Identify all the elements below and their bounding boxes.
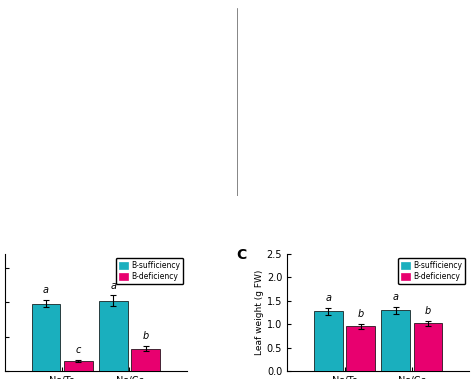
Text: Ns/Cc: Ns/Cc xyxy=(325,174,353,185)
Text: Ns/To: Ns/To xyxy=(96,174,122,185)
Text: a: a xyxy=(392,292,399,302)
Text: c: c xyxy=(76,345,81,355)
Text: B-deficiency: B-deficiency xyxy=(367,21,414,30)
Text: B-sufficiency: B-sufficiency xyxy=(268,21,317,30)
Text: a: a xyxy=(110,280,116,291)
Legend: B-sufficiency, B-deficiency: B-sufficiency, B-deficiency xyxy=(116,258,183,284)
Bar xyxy=(314,311,343,371)
Text: b: b xyxy=(143,331,149,341)
Bar xyxy=(381,310,410,371)
Bar xyxy=(64,361,93,371)
Text: B-sufficiency: B-sufficiency xyxy=(36,21,85,30)
Text: a: a xyxy=(325,293,331,303)
Bar xyxy=(32,304,60,371)
Text: C: C xyxy=(236,248,246,262)
Y-axis label: Leaf weight (g FW): Leaf weight (g FW) xyxy=(255,270,264,355)
Bar xyxy=(414,323,442,371)
Text: 2 cm: 2 cm xyxy=(401,168,421,177)
Text: B-deficiency: B-deficiency xyxy=(135,21,182,30)
Text: A: A xyxy=(9,13,20,27)
Bar xyxy=(99,301,128,371)
Legend: B-sufficiency, B-deficiency: B-sufficiency, B-deficiency xyxy=(398,258,465,284)
Bar xyxy=(131,349,160,371)
Text: b: b xyxy=(357,309,364,319)
Text: a: a xyxy=(43,285,49,296)
Text: b: b xyxy=(425,306,431,316)
Bar xyxy=(346,326,375,371)
